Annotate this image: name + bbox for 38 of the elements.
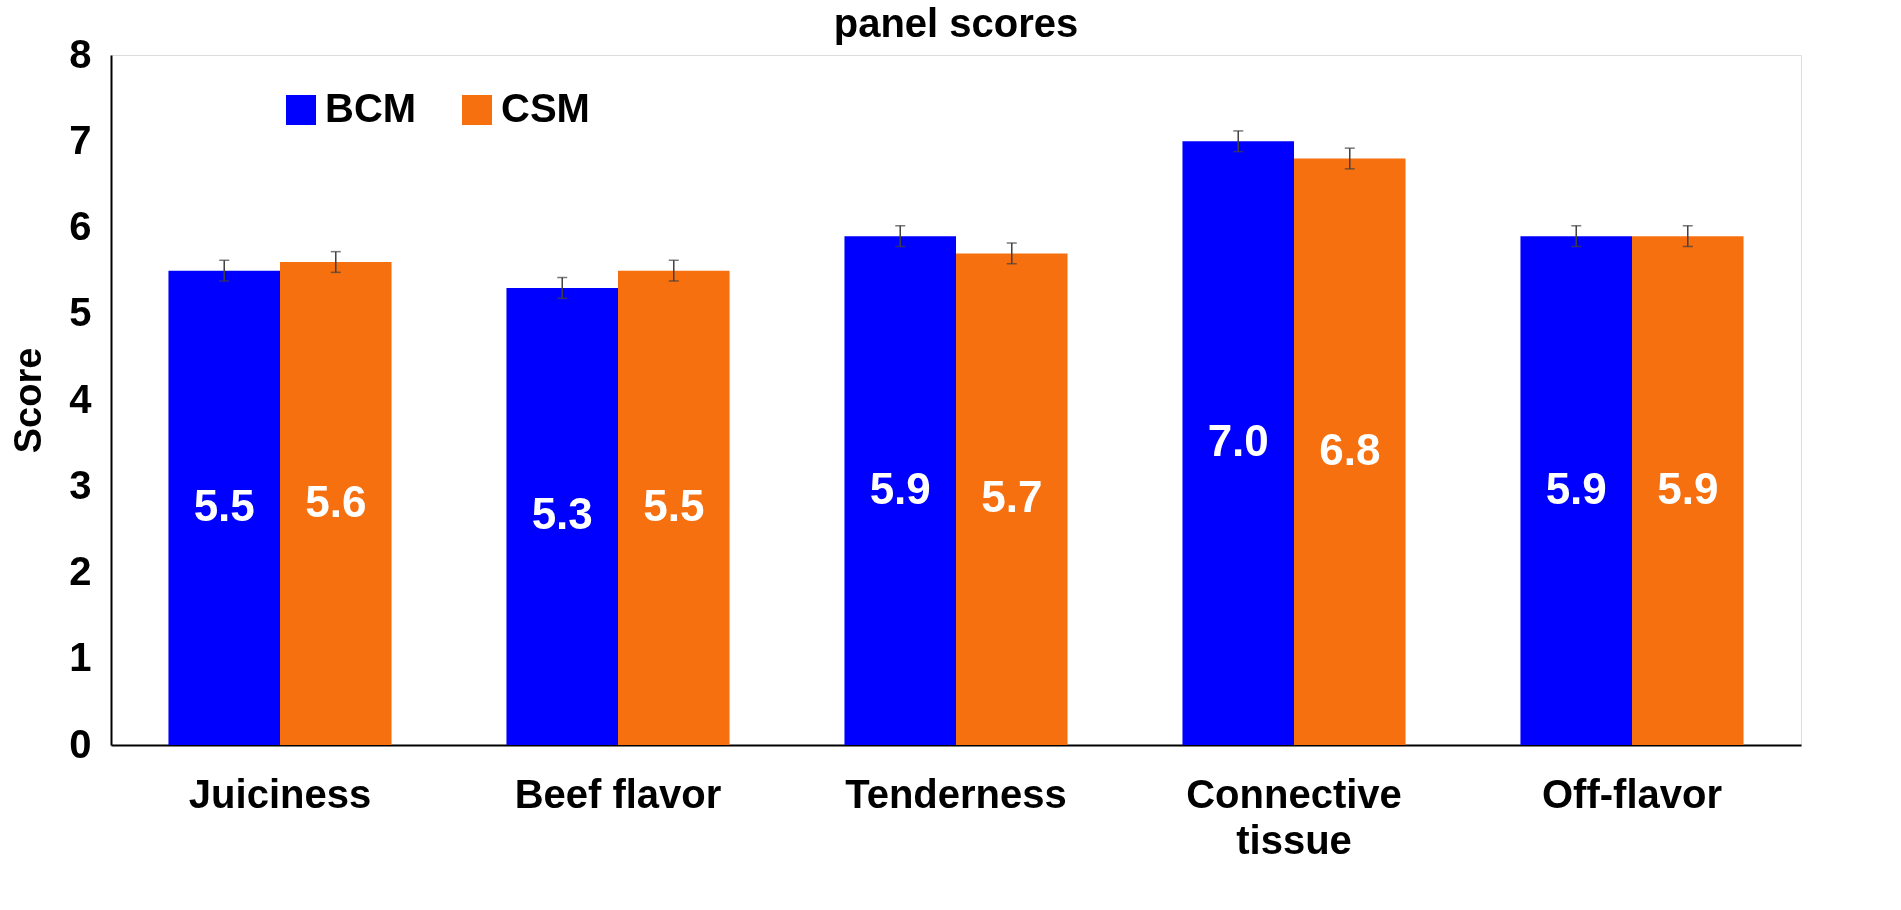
y-tick-label: 8 (69, 31, 92, 76)
data-label: 5.9 (869, 463, 931, 513)
bar (168, 270, 280, 745)
y-tick-label: 5 (69, 290, 92, 335)
x-tick-label: Juiciness (188, 771, 372, 816)
data-label: 5.9 (1657, 463, 1719, 513)
y-tick-label: 2 (69, 549, 92, 593)
data-label: 6.8 (1319, 424, 1381, 474)
chart-title: panel scores (833, 1, 1079, 45)
bar (956, 253, 1068, 745)
data-label: 5.9 (1545, 463, 1607, 513)
bar (1294, 158, 1406, 745)
x-tick-label: Tenderness (845, 771, 1067, 816)
bar (844, 236, 956, 745)
bar (1182, 141, 1294, 745)
y-tick-label: 7 (69, 117, 92, 162)
x-tick-label: Connective tissue (1186, 771, 1402, 862)
x-tick-label: Off-flavor (1542, 771, 1722, 816)
bar (1632, 236, 1744, 745)
y-tick-label: 3 (69, 462, 92, 507)
bar (280, 262, 392, 745)
data-label: 5.6 (305, 476, 367, 526)
bar (618, 270, 730, 745)
y-tick-label: 0 (69, 721, 92, 766)
y-tick-label: 1 (69, 635, 92, 680)
y-tick-label: 6 (69, 204, 92, 248)
data-label: 7.0 (1207, 416, 1269, 466)
bar (506, 287, 618, 745)
data-label: 5.5 (193, 480, 255, 530)
y-axis-title: Score (7, 347, 50, 454)
y-tick-label: 4 (69, 376, 93, 421)
x-tick-label: Beef flavor (514, 771, 722, 816)
legend-label: BCM (325, 86, 417, 130)
data-label: 5.3 (531, 489, 593, 539)
data-label: 5.7 (981, 472, 1043, 522)
bar (1520, 236, 1632, 745)
legend-label: CSM (501, 86, 590, 130)
data-label: 5.5 (643, 480, 705, 530)
